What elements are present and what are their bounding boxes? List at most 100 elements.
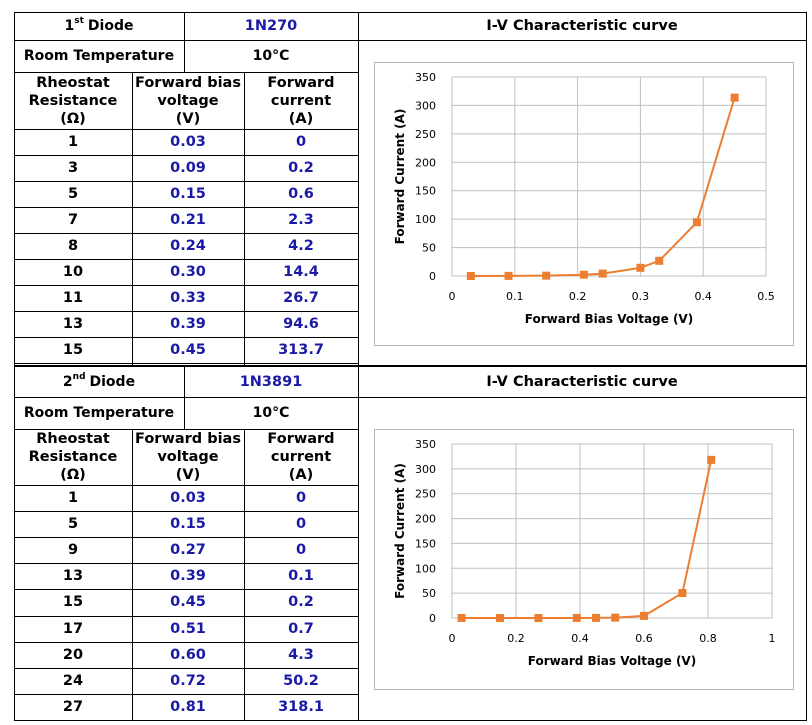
resistance-cell: 5 bbox=[67, 186, 79, 202]
current-cell: 4.2 bbox=[288, 238, 314, 254]
table-border bbox=[14, 181, 359, 182]
table-border bbox=[14, 616, 359, 617]
resistance-cell: 27 bbox=[62, 698, 84, 715]
voltage-cell: 0.45 bbox=[170, 342, 206, 358]
rheostat-resistance-header: Rheostat Resistance (Ω) bbox=[14, 72, 132, 129]
rheostat-resistance-header: Rheostat Resistance (Ω) bbox=[14, 429, 132, 485]
voltage-cell: 0.03 bbox=[170, 490, 206, 507]
table-border bbox=[184, 366, 185, 430]
table-border bbox=[14, 366, 807, 367]
table-border bbox=[806, 366, 807, 721]
table-border bbox=[14, 285, 359, 286]
voltage-cell: 0.30 bbox=[170, 264, 206, 280]
table-border bbox=[14, 720, 807, 721]
diode-model: 1N3891 bbox=[239, 373, 303, 390]
current-cell: 318.1 bbox=[278, 698, 324, 715]
voltage-cell: 0.39 bbox=[170, 568, 206, 585]
voltage-cell: 0.15 bbox=[170, 186, 206, 202]
table-border bbox=[14, 129, 359, 130]
header-line: Rheostat bbox=[36, 74, 110, 91]
current-cell: 0.6 bbox=[288, 186, 314, 202]
table-border bbox=[14, 363, 359, 364]
table-border bbox=[14, 72, 359, 73]
room-temperature-label: Room Temperature bbox=[23, 405, 175, 421]
header-line: Resistance bbox=[28, 92, 118, 109]
table-border bbox=[358, 366, 359, 721]
header-line: (A) bbox=[288, 110, 314, 127]
table-border bbox=[14, 12, 15, 366]
voltage-cell: 0.81 bbox=[170, 698, 206, 715]
resistance-cell: 10 bbox=[62, 264, 84, 280]
forward-voltage-header: Forward bias voltage (V) bbox=[132, 72, 244, 129]
header-line: voltage bbox=[157, 92, 219, 109]
header-line: (Ω) bbox=[60, 110, 86, 127]
resistance-cell: 5 bbox=[67, 516, 79, 533]
current-cell: 4.3 bbox=[288, 646, 314, 663]
resistance-cell: 8 bbox=[67, 238, 79, 254]
resistance-cell: 13 bbox=[62, 316, 84, 332]
resistance-cell: 11 bbox=[62, 290, 84, 306]
header-line: Forward bias bbox=[135, 74, 241, 91]
voltage-cell: 0.33 bbox=[170, 290, 206, 306]
header-line: current bbox=[270, 92, 332, 109]
chart-area bbox=[374, 429, 794, 690]
header-line: (A) bbox=[288, 467, 314, 483]
voltage-cell: 0.09 bbox=[170, 160, 206, 176]
table-border bbox=[14, 563, 359, 564]
current-cell: 0 bbox=[295, 542, 307, 559]
table-border bbox=[358, 12, 359, 366]
table-border bbox=[14, 311, 359, 312]
resistance-cell: 20 bbox=[62, 646, 84, 663]
room-temperature-value: 10°C bbox=[252, 48, 290, 64]
diode-word: Diode bbox=[89, 373, 136, 390]
forward-current-header: Forward current (A) bbox=[244, 72, 358, 129]
table-border bbox=[14, 233, 359, 234]
current-cell: 0.1 bbox=[288, 568, 314, 585]
resistance-cell: 1 bbox=[67, 134, 79, 150]
voltage-cell: 0.39 bbox=[170, 316, 206, 332]
resistance-cell: 15 bbox=[62, 594, 84, 611]
table-border bbox=[14, 259, 359, 260]
current-cell: 0 bbox=[295, 134, 307, 150]
resistance-cell: 9 bbox=[67, 542, 79, 559]
current-cell: 0 bbox=[295, 490, 307, 507]
diode-model: 1N270 bbox=[244, 18, 298, 34]
diode-ordinal-suffix: nd bbox=[72, 371, 86, 382]
chart-area bbox=[374, 62, 794, 346]
table-border bbox=[806, 12, 807, 366]
table-border bbox=[14, 12, 807, 13]
header-line: voltage bbox=[157, 449, 219, 465]
resistance-cell: 24 bbox=[62, 672, 84, 689]
resistance-cell: 7 bbox=[67, 212, 79, 228]
resistance-cell: 3 bbox=[67, 160, 79, 176]
table-border bbox=[14, 365, 807, 366]
table-border bbox=[184, 12, 185, 73]
table-border bbox=[14, 511, 359, 512]
voltage-cell: 0.21 bbox=[170, 212, 206, 228]
room-temperature-value: 10°C bbox=[252, 405, 290, 421]
header-line: current bbox=[270, 449, 332, 465]
current-cell: 2.3 bbox=[288, 212, 314, 228]
table-border bbox=[132, 72, 133, 366]
header-line: (V) bbox=[175, 110, 201, 127]
table-border bbox=[14, 207, 359, 208]
current-cell: 14.4 bbox=[283, 264, 319, 280]
current-cell: 0.2 bbox=[288, 160, 314, 176]
curve-title: I-V Characteristic curve bbox=[486, 373, 678, 390]
current-cell: 50.2 bbox=[283, 672, 319, 689]
voltage-cell: 0.45 bbox=[170, 594, 206, 611]
current-cell: 26.7 bbox=[283, 290, 319, 306]
current-cell: 0.2 bbox=[288, 594, 314, 611]
table-border bbox=[14, 668, 359, 669]
table-border bbox=[14, 589, 359, 590]
voltage-cell: 0.15 bbox=[170, 516, 206, 533]
header-line: Forward bias bbox=[135, 431, 241, 447]
table-border bbox=[14, 485, 359, 486]
table-border bbox=[14, 429, 359, 430]
header-line: (Ω) bbox=[60, 467, 86, 483]
table-border bbox=[244, 429, 245, 721]
resistance-cell: 1 bbox=[67, 490, 79, 507]
resistance-cell: 17 bbox=[62, 620, 84, 637]
current-cell: 0.7 bbox=[288, 620, 314, 637]
